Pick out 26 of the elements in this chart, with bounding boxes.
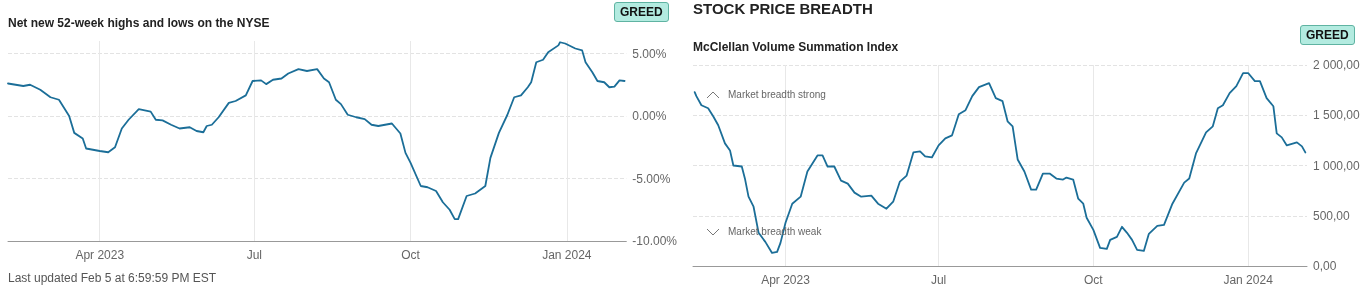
line-series	[7, 41, 626, 221]
line-series	[693, 72, 1307, 254]
y-tick-label: -10.00%	[632, 234, 678, 248]
x-tick-label: Jul	[930, 273, 947, 287]
x-tick-label: Oct	[401, 248, 421, 262]
annotation: Market breadth strong	[728, 89, 826, 100]
y-tick-label: 0.00%	[632, 109, 667, 123]
text: Last updated Feb 5 at 6:59:59 PM EST	[8, 271, 217, 285]
chart-title: STOCK PRICE BREADTH	[693, 0, 873, 17]
y-tick-label: 0,00	[1313, 259, 1337, 273]
y-tick-label: 5.00%	[632, 46, 667, 61]
chart-title: Net new 52-week highs and lows on the NYSE	[8, 16, 270, 30]
x-tick-label: Jan 2024	[542, 248, 592, 262]
x-tick-label: Apr 2023	[75, 248, 125, 262]
text: GREED	[614, 2, 669, 22]
y-tick-label: -5.00%	[632, 171, 671, 186]
text: GREED	[1300, 25, 1355, 45]
x-tick-label: Oct	[1084, 273, 1104, 287]
y-tick-label: 2 000,00	[1313, 58, 1361, 72]
y-tick-label: 1 000,00	[1313, 158, 1361, 173]
y-tick-label: 1 500,00	[1313, 108, 1361, 123]
chart-subtitle: McClellan Volume Summation Index	[693, 40, 899, 54]
x-tick-label: Jul	[246, 248, 262, 262]
x-tick-label: Apr 2023	[761, 273, 811, 287]
y-tick-label: 500,00	[1313, 208, 1351, 223]
x-tick-label: Jan 2024	[1223, 273, 1274, 287]
